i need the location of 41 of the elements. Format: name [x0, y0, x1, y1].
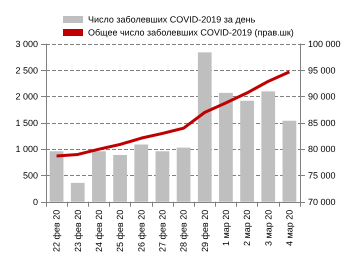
legend-label: Общее число заболевших COVID-2019 (прав.шк) — [88, 28, 294, 38]
y2-tick-label: 85 000 — [308, 118, 336, 128]
bar — [113, 154, 127, 202]
x-tick-label: 4 мар 20 — [284, 210, 294, 246]
bar — [219, 92, 233, 202]
bar — [156, 151, 170, 202]
y2-tick-label: 90 000 — [308, 92, 336, 102]
y-tick-label: 3 000 — [15, 39, 38, 49]
bar — [134, 144, 148, 202]
x-tick-label: 29 фев 20 — [200, 210, 210, 252]
x-tick-label: 24 фев 20 — [94, 210, 104, 252]
legend-label: Число заболевших COVID-2019 за день — [88, 14, 256, 24]
bar — [176, 148, 190, 202]
x-tick-label: 26 фев 20 — [136, 210, 146, 252]
y-tick-label: 1 500 — [15, 118, 38, 128]
y-tick-label: 2 000 — [15, 92, 38, 102]
y-tick-label: 1 000 — [15, 144, 38, 154]
x-tick-label: 28 фев 20 — [178, 210, 189, 252]
x-tick-label: 3 мар 20 — [263, 210, 274, 246]
y-tick-label: 2 500 — [15, 65, 38, 76]
x-tick-label: 1 мар 20 — [220, 210, 231, 246]
bar — [240, 100, 254, 202]
y2-tick-label: 70 000 — [308, 196, 336, 207]
x-tick-label: 25 фев 20 — [115, 210, 126, 252]
bar — [70, 182, 85, 202]
x-tick-label: 27 фев 20 — [157, 210, 168, 252]
x-tick-label: 23 фев 20 — [72, 210, 83, 252]
x-tick-label: 2 мар 20 — [242, 210, 252, 246]
y2-tick-label: 95 000 — [308, 65, 336, 76]
bar — [50, 151, 64, 202]
y-tick-label: 0 — [32, 196, 38, 207]
y2-tick-label: 80 000 — [308, 144, 336, 154]
y2-tick-label: 75 000 — [308, 170, 336, 180]
line-series — [55, 70, 291, 158]
x-tick-label: 22 фев 20 — [52, 210, 62, 252]
bar — [92, 151, 106, 202]
bar — [198, 52, 212, 202]
bar — [261, 91, 276, 202]
bar — [282, 120, 296, 202]
y2-tick-label: 100 000 — [308, 39, 341, 49]
y-tick-label: 500 — [22, 170, 38, 180]
